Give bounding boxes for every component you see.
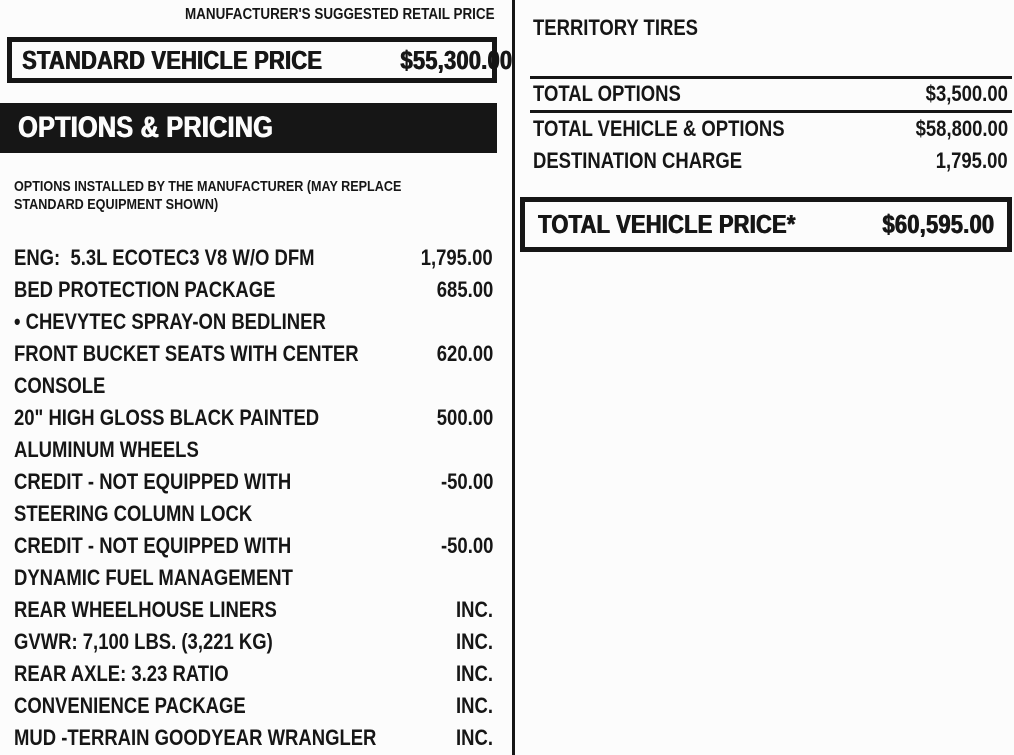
option-price: INC.	[456, 629, 493, 654]
totals-rule-top	[530, 76, 1012, 79]
destination-charge-row: DESTINATION CHARGE 1,795.00	[533, 146, 1008, 176]
msrp-header-text: MANUFACTURER'S SUGGESTED RETAIL PRICE	[185, 6, 495, 23]
option-price: -50.00	[440, 469, 493, 494]
option-price: INC.	[456, 661, 493, 686]
option-name: MUD -TERRAIN GOODYEAR WRANGLER	[14, 725, 377, 750]
option-row: • CHEVYTEC SPRAY-ON BEDLINER	[14, 306, 497, 338]
option-row: CREDIT - NOT EQUIPPED WITH DYNAMIC FUEL M…	[14, 530, 497, 594]
option-name: 20" HIGH GLOSS BLACK PAINTED ALUMINUM WHE…	[14, 405, 320, 462]
option-name: FRONT BUCKET SEATS WITH CENTER CONSOLE	[14, 341, 359, 398]
total-vehicle-options-amount: $58,800.00	[915, 116, 1008, 141]
total-options-label: TOTAL OPTIONS	[533, 81, 681, 106]
total-vehicle-price-box: TOTAL VEHICLE PRICE* $60,595.00	[520, 197, 1012, 252]
option-name: • CHEVYTEC SPRAY-ON BEDLINER	[14, 309, 326, 334]
total-vehicle-options-row: TOTAL VEHICLE & OPTIONS $58,800.00	[533, 114, 1008, 144]
column-divider	[512, 0, 515, 755]
option-price: -50.00	[440, 533, 493, 558]
option-row: REAR WHEELHOUSE LINERS INC.	[14, 594, 497, 626]
total-vehicle-options-label: TOTAL VEHICLE & OPTIONS	[533, 116, 785, 141]
option-row: CONVENIENCE PACKAGE INC.	[14, 690, 497, 722]
option-price: 620.00	[436, 341, 493, 366]
options-pricing-title: OPTIONS & PRICING	[18, 111, 273, 144]
option-row: FRONT BUCKET SEATS WITH CENTER CONSOLE 620…	[14, 338, 497, 402]
option-row: BED PROTECTION PACKAGE 685.00	[14, 274, 497, 306]
standard-vehicle-price-box: STANDARD VEHICLE PRICE $55,300.00	[7, 37, 512, 83]
option-row: CREDIT - NOT EQUIPPED WITH STEERING COLUM…	[14, 466, 497, 530]
option-price: 500.00	[436, 405, 493, 430]
manufacturer-note: OPTIONS INSTALLED BY THE MANUFACTURER (M…	[14, 178, 475, 214]
option-name: CREDIT - NOT EQUIPPED WITH STEERING COLUM…	[14, 469, 292, 526]
option-continuation-line: TERRITORY TIRES	[533, 15, 698, 40]
option-price: INC.	[456, 693, 493, 718]
msrp-header: MANUFACTURER'S SUGGESTED RETAIL PRICE	[126, 5, 495, 25]
options-list: ENG: 5.3L ECOTEC3 V8 W/O DFM 1,795.00 BED …	[14, 242, 497, 754]
standard-price-label: STANDARD VEHICLE PRICE	[22, 44, 323, 75]
option-price: 685.00	[436, 277, 493, 302]
option-row: MUD -TERRAIN GOODYEAR WRANGLER INC.	[14, 722, 497, 754]
note-line-2: STANDARD EQUIPMENT SHOWN)	[14, 196, 219, 213]
option-name: GVWR: 7,100 LBS. (3,221 KG)	[14, 629, 273, 654]
option-price: INC.	[456, 597, 493, 622]
right-column: TERRITORY TIRES TOTAL OPTIONS $3,500.00 …	[520, 0, 1014, 755]
option-row: 20" HIGH GLOSS BLACK PAINTED ALUMINUM WHE…	[14, 402, 497, 466]
total-vehicle-price-amount: $60,595.00	[882, 209, 994, 239]
total-options-row: TOTAL OPTIONS $3,500.00	[533, 79, 1008, 109]
option-name: BED PROTECTION PACKAGE	[14, 277, 276, 302]
total-vehicle-price-label: TOTAL VEHICLE PRICE*	[538, 209, 796, 239]
option-price: INC.	[456, 725, 493, 750]
option-name: ENG: 5.3L ECOTEC3 V8 W/O DFM	[14, 245, 315, 270]
destination-charge-label: DESTINATION CHARGE	[533, 148, 743, 173]
option-row: GVWR: 7,100 LBS. (3,221 KG) INC.	[14, 626, 497, 658]
option-name: REAR AXLE: 3.23 RATIO	[14, 661, 229, 686]
note-line-1: OPTIONS INSTALLED BY THE MANUFACTURER (M…	[14, 178, 402, 195]
option-row: REAR AXLE: 3.23 RATIO INC.	[14, 658, 497, 690]
option-row: ENG: 5.3L ECOTEC3 V8 W/O DFM 1,795.00	[14, 242, 497, 274]
option-name: CONVENIENCE PACKAGE	[14, 693, 246, 718]
standard-price-amount: $55,300.00	[400, 44, 513, 75]
left-column: MANUFACTURER'S SUGGESTED RETAIL PRICE ST…	[0, 5, 512, 754]
option-name: CREDIT - NOT EQUIPPED WITH DYNAMIC FUEL M…	[14, 533, 293, 590]
total-options-amount: $3,500.00	[925, 81, 1008, 106]
option-price: 1,795.00	[421, 245, 493, 270]
totals-rule-bottom	[530, 110, 1012, 113]
options-pricing-header-bar: OPTIONS & PRICING	[0, 103, 497, 153]
option-name: REAR WHEELHOUSE LINERS	[14, 597, 277, 622]
destination-charge-amount: 1,795.00	[936, 148, 1008, 173]
